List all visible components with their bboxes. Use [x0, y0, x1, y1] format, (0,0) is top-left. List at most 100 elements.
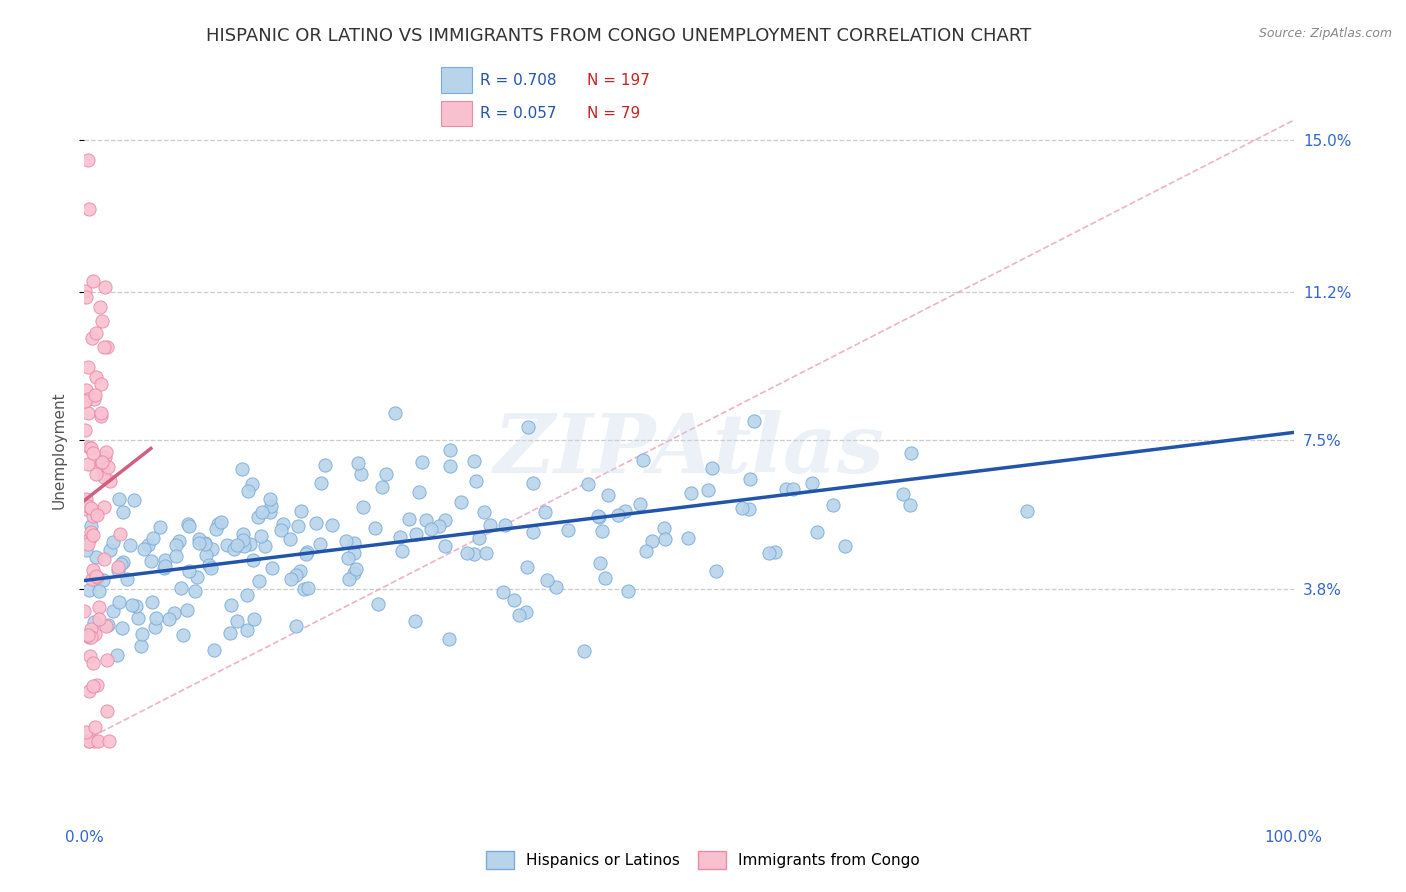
Point: [131, 627, 153, 641]
Point: [79, 648, 101, 663]
Point: [89, 584, 111, 599]
Legend: Hispanics or Latinos, Immigrants from Congo: Hispanics or Latinos, Immigrants from Co…: [481, 845, 925, 875]
Point: [253, 539, 276, 553]
Point: [465, 474, 488, 488]
Point: [308, 537, 330, 551]
Point: [636, 544, 658, 558]
Point: [93, 470, 115, 484]
Text: R = 0.057: R = 0.057: [479, 106, 557, 121]
Point: [343, 536, 366, 550]
Point: [194, 548, 217, 562]
Point: [295, 547, 318, 561]
Point: [593, 571, 616, 585]
Point: [86, 570, 108, 584]
Point: [434, 513, 457, 527]
Point: [111, 505, 134, 519]
Point: [292, 582, 315, 596]
Point: [235, 588, 257, 602]
Point: [280, 572, 302, 586]
Point: [157, 612, 180, 626]
Point: [75, 502, 97, 516]
Point: [141, 595, 163, 609]
Point: [259, 492, 281, 507]
Point: [271, 516, 294, 531]
Point: [84, 467, 107, 481]
Point: [90, 376, 112, 391]
Point: [574, 644, 596, 658]
Point: [350, 467, 373, 481]
Point: [260, 561, 283, 575]
Point: [141, 554, 163, 568]
Point: [314, 458, 336, 473]
Text: N = 79: N = 79: [586, 106, 640, 121]
Point: [239, 537, 262, 551]
Point: [83, 627, 105, 641]
Point: [96, 619, 118, 633]
Point: [491, 585, 513, 599]
Point: [398, 512, 420, 526]
Point: [344, 561, 367, 575]
Point: [80, 442, 103, 456]
Point: [226, 538, 249, 552]
Point: [96, 653, 118, 667]
Point: [534, 505, 557, 519]
Point: [91, 573, 114, 587]
Point: [821, 498, 844, 512]
Point: [427, 519, 450, 533]
Point: [87, 612, 110, 626]
Point: [165, 549, 187, 563]
Point: [437, 632, 460, 646]
Point: [439, 442, 461, 457]
Point: [172, 628, 194, 642]
Point: [475, 546, 498, 560]
Point: [83, 733, 105, 747]
Point: [142, 531, 165, 545]
Point: [145, 610, 167, 624]
Point: [120, 538, 142, 552]
Point: [79, 441, 101, 455]
Point: [153, 558, 176, 573]
Point: [84, 549, 107, 564]
Point: [93, 500, 115, 515]
Point: [77, 457, 100, 471]
Point: [79, 531, 101, 545]
Point: [75, 394, 97, 409]
Point: [107, 563, 129, 577]
Point: [800, 476, 823, 491]
Point: [176, 603, 198, 617]
Point: [898, 498, 921, 512]
Point: [90, 314, 112, 328]
Point: [586, 509, 609, 524]
Point: [259, 505, 281, 519]
Point: [186, 570, 208, 584]
Point: [236, 483, 259, 498]
Point: [215, 538, 238, 552]
Point: [456, 545, 478, 559]
Point: [77, 683, 100, 698]
Point: [343, 546, 366, 560]
Point: [231, 462, 253, 476]
Point: [219, 598, 242, 612]
Point: [82, 528, 104, 542]
Point: [517, 420, 540, 434]
Point: [738, 472, 761, 486]
Point: [463, 454, 485, 468]
Point: [167, 534, 190, 549]
Point: [98, 543, 121, 558]
Point: [806, 524, 828, 539]
Point: [209, 515, 232, 529]
Text: Source: ZipAtlas.com: Source: ZipAtlas.com: [1258, 27, 1392, 40]
Point: [77, 733, 100, 747]
Point: [375, 467, 398, 481]
Point: [640, 533, 662, 548]
Point: [77, 630, 100, 644]
Point: [80, 572, 103, 586]
Point: [107, 491, 129, 506]
Point: [127, 611, 149, 625]
Point: [202, 642, 225, 657]
Point: [405, 526, 427, 541]
Point: [83, 392, 105, 406]
Point: [149, 520, 172, 534]
Point: [240, 477, 263, 491]
Point: [305, 516, 328, 530]
